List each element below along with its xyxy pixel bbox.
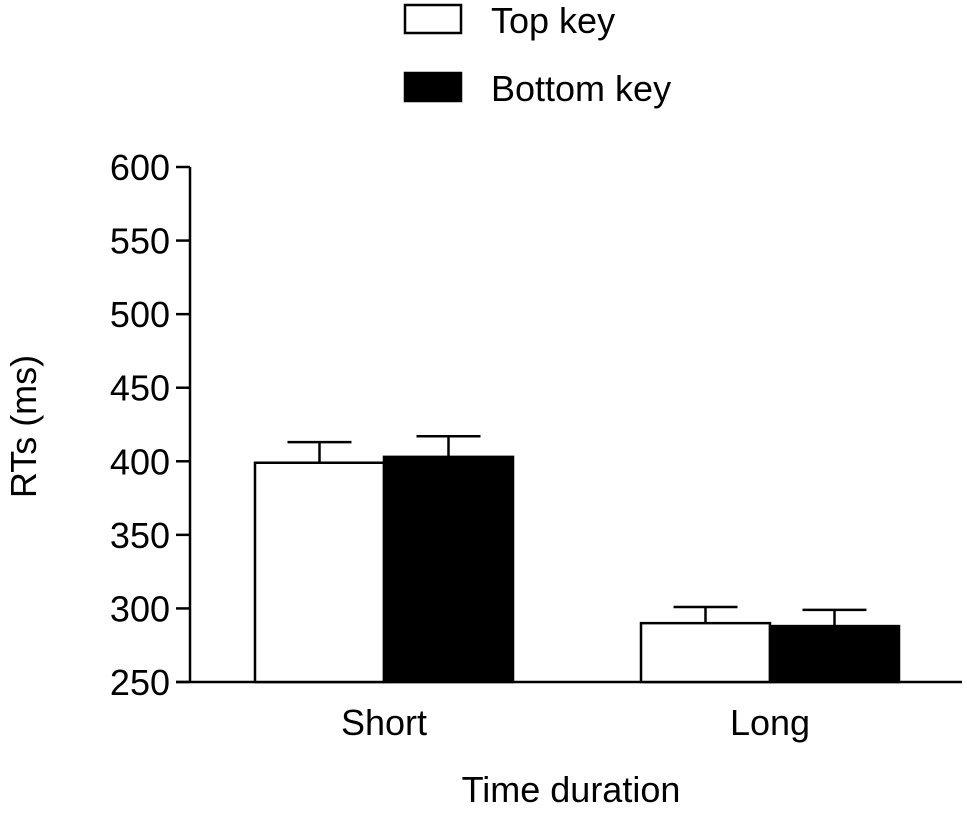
legend-swatch-bottom-key [403, 71, 463, 103]
legend-label: Bottom key [491, 68, 671, 109]
labels: 250 300 350 400 450 500 550 600 Short Long Time du… [3, 147, 810, 810]
legend-label: Top key [491, 0, 615, 41]
bar-long-bottom-key [768, 624, 901, 684]
x-category-label: Long [730, 702, 810, 743]
bars [253, 435, 901, 684]
legend: Top key Bottom key [403, 0, 671, 109]
x-axis-title: Time duration [462, 769, 681, 810]
x-category-label: Short [341, 702, 427, 743]
y-tick-label: 500 [110, 294, 170, 335]
y-tick-label: 550 [110, 221, 170, 262]
bar-short-top-key [253, 461, 386, 684]
legend-swatch-top-key [403, 3, 463, 35]
bar-short-bottom-key [382, 455, 515, 684]
y-tick-label: 300 [110, 588, 170, 629]
y-tick-label: 450 [110, 368, 170, 409]
y-tick-label: 350 [110, 515, 170, 556]
bar-long-top-key [639, 621, 772, 684]
y-tick-label: 400 [110, 441, 170, 482]
y-axis-title: RTs (ms) [3, 355, 44, 498]
y-tick-label: 250 [110, 662, 170, 703]
y-tick-label: 600 [110, 147, 170, 188]
